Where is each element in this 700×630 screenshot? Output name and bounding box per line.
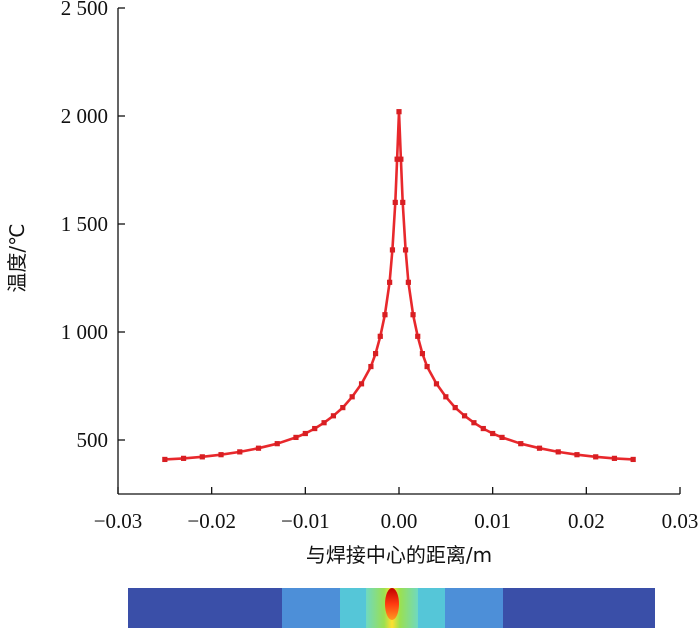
data-point <box>372 351 379 357</box>
data-point <box>480 425 486 432</box>
data-point <box>611 455 618 461</box>
data-point <box>180 455 187 461</box>
data-point <box>382 312 388 318</box>
data-point <box>255 445 262 451</box>
data-point <box>377 333 383 339</box>
data-point <box>398 156 404 162</box>
data-point <box>574 452 580 458</box>
x-ticks: −0.03 −0.02 −0.01 0.00 0.01 0.02 0.03 <box>94 487 699 533</box>
x-tick-label: 0.00 <box>381 509 418 533</box>
data-point <box>358 381 365 387</box>
y-tick-label: 2 000 <box>61 104 108 128</box>
series-line <box>164 110 634 461</box>
data-point <box>405 279 411 285</box>
y-tick-label: 1 000 <box>61 320 108 344</box>
axes <box>117 8 680 495</box>
data-point <box>293 434 299 441</box>
data-point <box>394 156 400 162</box>
x-tick-label: −0.02 <box>187 509 236 533</box>
data-point <box>471 420 477 426</box>
y-axis-title: 温度/℃ <box>5 223 29 292</box>
data-point <box>461 413 468 419</box>
data-point <box>433 381 440 387</box>
data-point <box>424 363 430 370</box>
y-ticks: 500 1 000 1 500 2 000 2 500 <box>61 0 125 452</box>
data-point <box>312 425 318 432</box>
data-point <box>443 394 449 400</box>
data-point <box>349 394 355 400</box>
data-point <box>400 199 406 205</box>
data-point <box>419 351 426 357</box>
y-tick-label: 1 500 <box>61 212 108 236</box>
data-point <box>630 456 636 463</box>
data-point <box>340 405 346 411</box>
data-point <box>302 430 308 437</box>
x-tick-label: −0.01 <box>281 509 330 533</box>
y-tick-label: 500 <box>77 428 109 452</box>
x-tick-label: 0.02 <box>568 509 605 533</box>
x-tick-label: 0.01 <box>474 509 511 533</box>
data-point <box>237 449 243 455</box>
data-point <box>368 363 374 370</box>
data-point <box>555 449 561 455</box>
data-point <box>330 413 337 419</box>
data-point <box>274 441 280 447</box>
data-point <box>415 333 421 339</box>
data-point <box>396 109 402 115</box>
data-point <box>392 199 398 205</box>
data-point <box>402 247 409 253</box>
data-point <box>162 456 168 463</box>
data-point <box>387 279 393 285</box>
data-point <box>218 452 224 458</box>
series-temperature <box>162 109 636 463</box>
contour-hot-core <box>385 588 399 620</box>
y-tick-label: 2 500 <box>61 0 108 20</box>
data-point <box>321 420 327 426</box>
data-point <box>499 434 505 441</box>
data-point <box>410 312 416 318</box>
data-point <box>593 454 599 460</box>
data-point <box>452 405 458 411</box>
data-point <box>518 441 524 447</box>
data-point <box>536 445 543 451</box>
data-point <box>490 430 496 437</box>
temperature-field-contour <box>128 588 655 628</box>
x-tick-label: 0.03 <box>662 509 699 533</box>
data-point <box>199 454 205 460</box>
x-axis-title: 与焊接中心的距离/m <box>306 543 492 567</box>
data-point <box>389 247 396 253</box>
x-tick-label: −0.03 <box>94 509 143 533</box>
